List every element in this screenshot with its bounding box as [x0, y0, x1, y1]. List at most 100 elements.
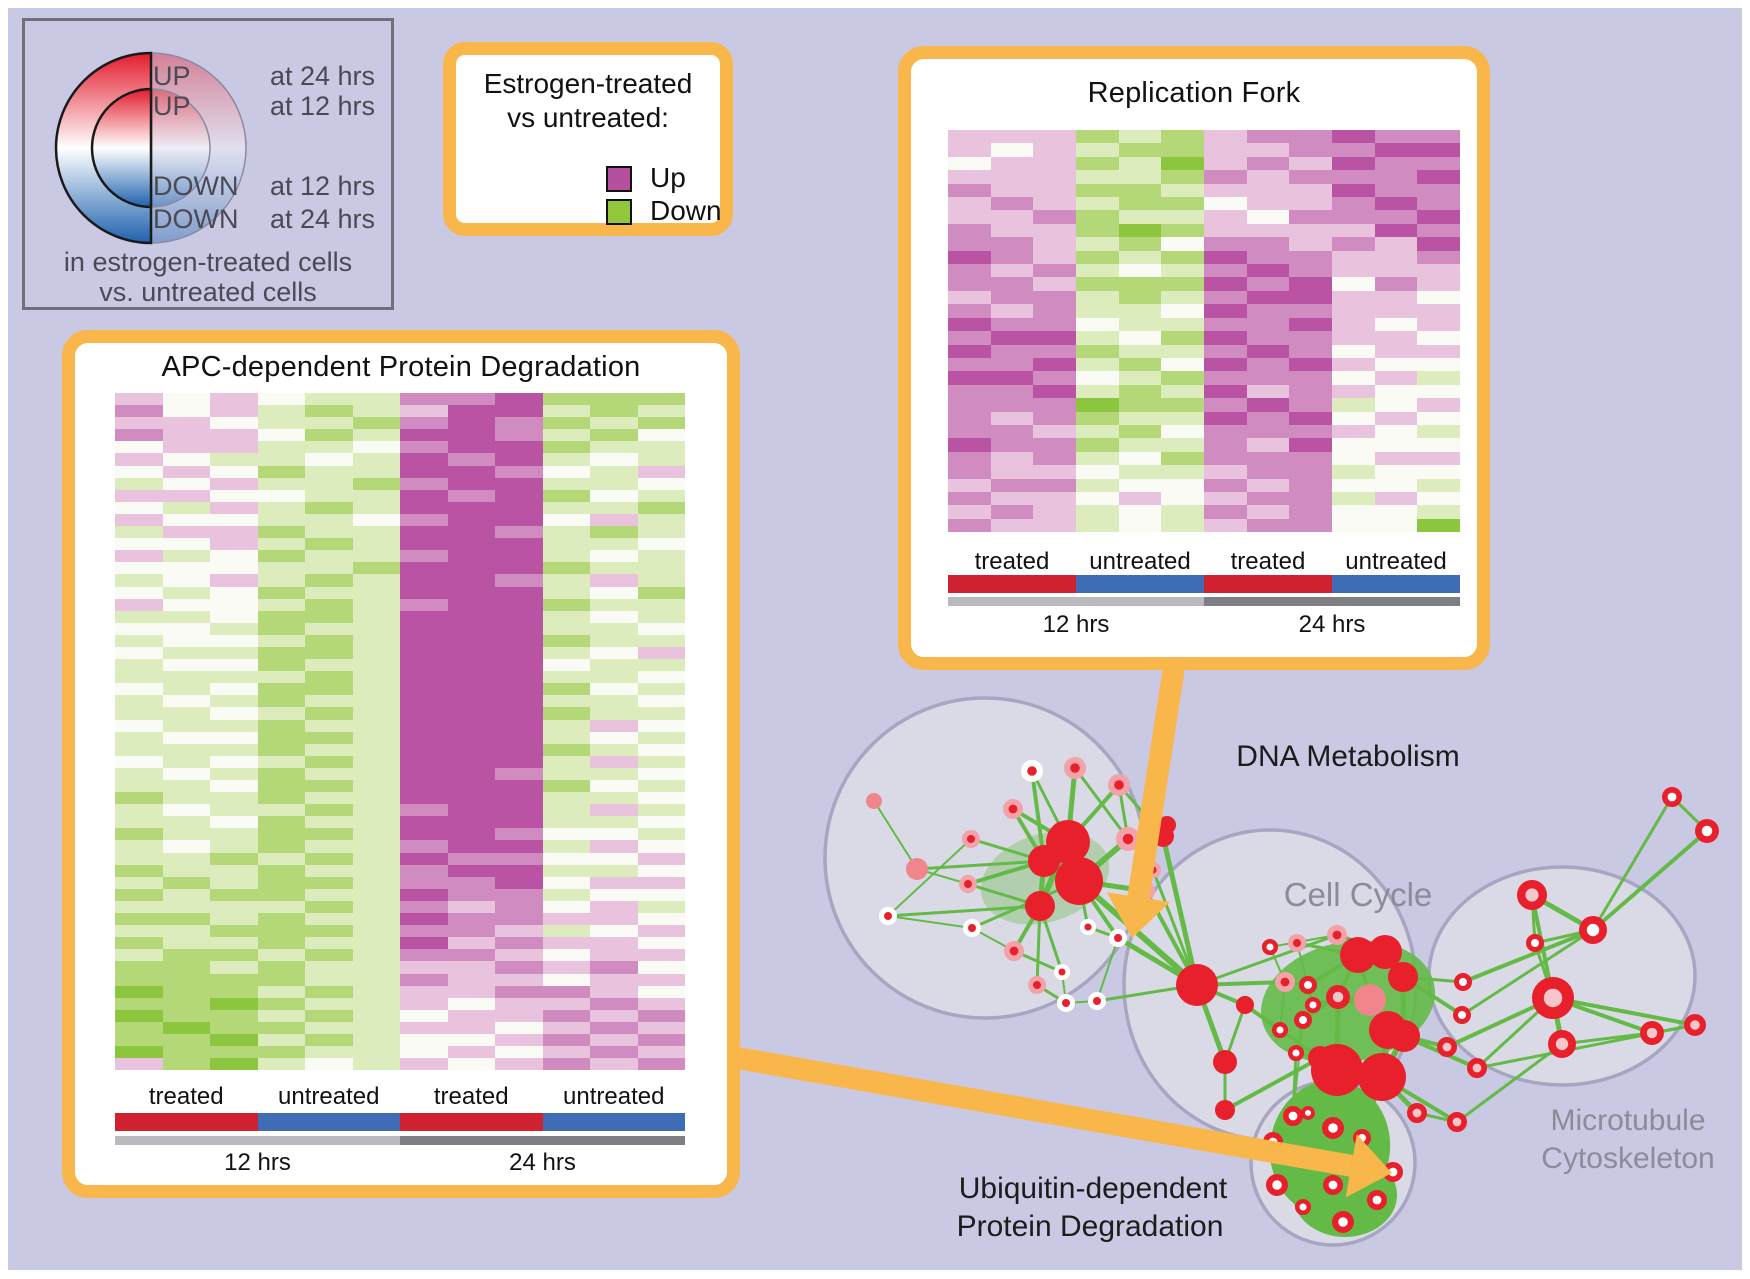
heatmap-cell — [990, 465, 1034, 479]
heatmap-cell — [948, 264, 991, 278]
heatmap-cell — [1204, 384, 1247, 399]
heatmap-row — [115, 598, 685, 611]
heatmap-cell — [948, 156, 991, 171]
heatmap-cell — [115, 1033, 163, 1047]
heatmap-cell — [637, 719, 685, 732]
heatmap-cell — [495, 937, 543, 950]
heatmap-cell — [257, 997, 305, 1010]
heatmap-cell — [590, 961, 638, 974]
heatmap-row — [115, 731, 685, 744]
treatment-label-treated: treated — [433, 1083, 509, 1110]
heatmap-cell — [1332, 344, 1375, 358]
heatmap-cell — [210, 671, 258, 684]
heatmap-row — [948, 250, 1461, 265]
heatmap-cell — [257, 1009, 305, 1022]
heatmap-cell — [352, 1009, 400, 1022]
heatmap-cell — [590, 804, 638, 817]
heatmap-cell — [162, 683, 210, 696]
heatmap-cell — [637, 683, 685, 696]
heatmap-cell — [495, 646, 543, 660]
heatmap-cell — [400, 767, 448, 780]
heatmap-cell — [1374, 344, 1418, 358]
heatmap-cell — [1161, 210, 1205, 224]
heatmap-cell — [115, 949, 163, 962]
heatmap-cell — [115, 925, 163, 938]
heatmap-cell — [447, 925, 495, 938]
heatmap-cell — [400, 840, 448, 853]
heatmap-cell — [162, 852, 210, 865]
heatmap-cell — [1417, 424, 1461, 439]
network-node — [1028, 845, 1060, 877]
time-color-bar — [948, 597, 1460, 606]
heatmap-cell — [352, 634, 400, 647]
heatmap-cell — [400, 489, 448, 502]
heatmap-cell — [1033, 130, 1077, 144]
heatmap-cell — [590, 1009, 638, 1022]
heatmap-cell — [542, 393, 590, 406]
network-node — [866, 793, 882, 809]
heatmap-cell — [1374, 290, 1418, 305]
heatmap-cell — [210, 985, 258, 998]
heatmap-cell — [257, 925, 305, 938]
heatmap-cell — [210, 852, 258, 865]
heatmap-cell — [447, 550, 495, 563]
heatmap-cell — [257, 804, 305, 817]
heatmap-cell — [1417, 465, 1461, 479]
heatmap-row — [948, 398, 1461, 412]
heatmap-cell — [542, 538, 590, 551]
heatmap-cell — [305, 574, 353, 587]
heatmap-cell — [1118, 478, 1162, 492]
heatmap-cell — [590, 1021, 638, 1034]
heatmap-cell — [352, 526, 400, 539]
heatmap-cell — [447, 477, 495, 490]
heatmap-cell — [257, 586, 305, 599]
treatment-bar-treated — [115, 1113, 258, 1131]
heatmap-cell — [990, 264, 1034, 278]
heatmap-cell — [1033, 290, 1077, 305]
heatmap-cell — [1204, 478, 1247, 492]
heatmap-cell — [1161, 357, 1205, 372]
heatmap-row — [115, 707, 685, 720]
heatmap-row — [115, 949, 685, 962]
network-edge — [887, 904, 1041, 918]
network-node — [1301, 1106, 1315, 1120]
heatmap-cell — [162, 707, 210, 720]
heatmap-cell — [637, 828, 685, 841]
heatmap-cell — [305, 441, 353, 454]
inner-circle-left-half — [90, 87, 153, 209]
heatmap-cell — [542, 804, 590, 817]
heatmap-cell — [1076, 264, 1119, 278]
heatmap-cell — [1246, 371, 1290, 385]
heatmap-cell — [162, 937, 210, 950]
heatmap-row — [115, 465, 685, 478]
heatmap-cell — [542, 925, 590, 938]
heatmap-cell — [1374, 156, 1418, 171]
heatmap-cell — [1374, 398, 1418, 412]
heatmap-cell — [162, 743, 210, 756]
heatmap-cell — [305, 743, 353, 756]
heatmap-row — [115, 634, 685, 647]
key-legend-title: Estrogen-treated vs untreated: — [456, 67, 720, 135]
heatmap-cell — [1246, 505, 1290, 519]
heatmap-cell — [1374, 424, 1418, 439]
heatmap-row — [115, 719, 685, 732]
network-node — [1299, 976, 1317, 994]
heatmap-cell — [1118, 491, 1162, 506]
heatmap-cell — [948, 398, 991, 412]
heatmap-cell — [115, 501, 163, 514]
heatmap-cell — [1246, 317, 1290, 332]
heatmap-cell — [115, 477, 163, 490]
heatmap-cell — [352, 876, 400, 889]
heatmap-cell — [1246, 424, 1290, 439]
heatmap-cell — [1204, 505, 1247, 519]
heatmap-cell — [1374, 371, 1418, 385]
heatmap-cell — [400, 513, 448, 527]
heatmap-cell — [1246, 451, 1290, 466]
heatmap-cell — [590, 840, 638, 853]
heatmap-cell — [352, 598, 400, 611]
network-node — [1236, 996, 1254, 1014]
heatmap-cell — [210, 405, 258, 418]
heatmap-row — [948, 505, 1461, 519]
heatmap-cell — [1076, 210, 1119, 224]
heatmap-row — [115, 792, 685, 805]
